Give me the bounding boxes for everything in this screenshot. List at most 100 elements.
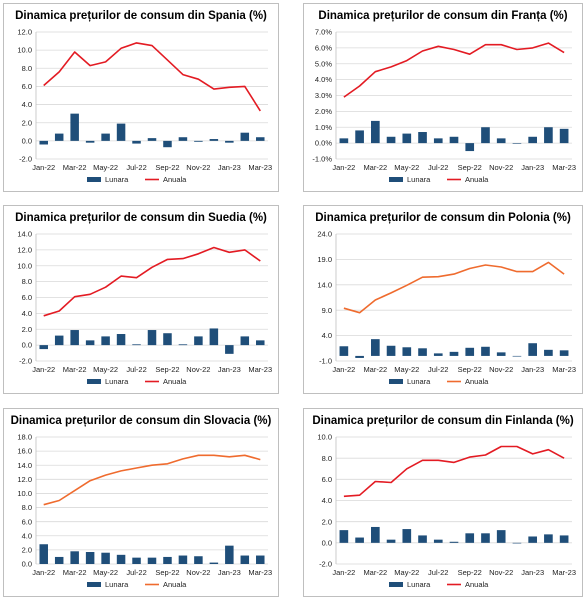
x-tick-label: Sep-22	[155, 365, 179, 374]
bar	[163, 556, 172, 564]
legend-label: Anuala	[465, 377, 489, 386]
x-tick-label: Mar-23	[248, 163, 272, 172]
x-tick-label: May-22	[394, 365, 419, 374]
bar	[225, 140, 234, 143]
x-tick-label: Jan-22	[32, 568, 55, 577]
bar	[116, 123, 126, 141]
x-tick-label: Jan-22	[332, 365, 355, 374]
y-tick-label: 6.0	[22, 293, 32, 302]
x-tick-label: May-22	[93, 568, 118, 577]
x-tick-label: May-22	[93, 163, 118, 172]
bar	[54, 335, 64, 346]
series-line	[343, 445, 565, 498]
bar	[512, 542, 522, 544]
y-tick-label: 2.0%	[315, 107, 332, 116]
x-tick-label: Nov-22	[489, 568, 513, 577]
x-tick-label: Mar-22	[363, 365, 387, 374]
y-tick-label: 4.0	[322, 331, 332, 340]
chart-title: Dinamica prețurilor de consum din Suedia…	[15, 212, 267, 224]
bar	[225, 345, 234, 354]
y-tick-label: 4.0	[322, 496, 332, 505]
y-tick-label: 4.0	[22, 531, 32, 540]
bar	[70, 551, 79, 564]
bar	[132, 140, 141, 144]
y-tick-label: -1.0%	[312, 155, 332, 164]
bar	[209, 328, 219, 346]
y-tick-label: 24.0	[317, 230, 332, 239]
x-tick-label: Jul-22	[126, 365, 146, 374]
legend-swatch-bar	[389, 379, 403, 384]
bar	[101, 336, 110, 346]
legend-swatch-bar	[389, 177, 403, 182]
x-tick-label: Jan-22	[332, 163, 355, 172]
bar	[386, 345, 396, 356]
bar	[496, 138, 506, 144]
bar	[418, 132, 427, 144]
x-tick-label: Nov-22	[489, 163, 513, 172]
bar	[449, 136, 459, 144]
bar	[85, 340, 95, 346]
x-tick-label: Jul-22	[126, 163, 146, 172]
x-tick-label: Nov-22	[489, 365, 513, 374]
bar	[132, 344, 141, 346]
y-tick-label: 0.0%	[315, 139, 332, 148]
bar	[528, 136, 537, 144]
bar	[355, 130, 364, 144]
y-tick-label: 4.0	[22, 309, 32, 318]
legend-label: Anuala	[465, 580, 489, 589]
bar	[559, 535, 569, 543]
x-tick-label: Mar-22	[63, 365, 87, 374]
chart-svg-spania: Dinamica prețurilor de consum din Spania…	[15, 10, 272, 184]
y-tick-label: -2.0	[319, 560, 332, 569]
x-tick-label: Nov-22	[186, 568, 210, 577]
bar	[178, 555, 188, 564]
bar	[256, 340, 265, 346]
bar	[85, 140, 95, 143]
y-tick-label: 5.0%	[315, 59, 332, 68]
bar	[225, 545, 234, 564]
y-tick-label: -1.0	[319, 357, 332, 366]
bar	[240, 555, 250, 564]
x-tick-label: May-22	[394, 568, 419, 577]
chart-title: Dinamica prețurilor de consum din Franța…	[318, 10, 567, 22]
y-tick-label: 14.0	[17, 230, 32, 239]
bar	[209, 562, 219, 564]
chart-panel-finlanda: Dinamica prețurilor de consum din Finlan…	[303, 408, 583, 597]
legend-swatch-bar	[87, 379, 101, 384]
x-tick-label: Jan-23	[521, 163, 544, 172]
bar	[178, 344, 188, 346]
x-tick-label: Mar-23	[552, 568, 576, 577]
x-tick-label: Sep-22	[155, 163, 179, 172]
bar	[39, 345, 48, 350]
series-line	[43, 42, 261, 112]
x-tick-label: Mar-23	[248, 365, 272, 374]
bar	[163, 140, 172, 148]
y-tick-label: 8.0	[22, 503, 32, 512]
x-tick-label: Sep-22	[458, 568, 482, 577]
bar	[39, 544, 48, 564]
y-tick-label: 10.0	[17, 489, 32, 498]
legend-swatch-bar	[389, 582, 403, 587]
y-tick-label: 2.0	[22, 325, 32, 334]
y-tick-label: -2.0	[19, 357, 32, 366]
x-tick-label: Jul-22	[126, 568, 146, 577]
bar	[339, 138, 349, 144]
series-line	[43, 454, 261, 506]
bar	[559, 128, 569, 144]
series-line	[343, 261, 565, 314]
legend-label: Anuala	[163, 377, 187, 386]
y-tick-label: 19.0	[317, 255, 332, 264]
bar	[101, 552, 110, 564]
y-tick-label: 0.0	[22, 341, 32, 350]
bar	[147, 330, 157, 346]
x-tick-label: Mar-22	[63, 163, 87, 172]
legend-label: Lunara	[105, 377, 129, 386]
bar	[512, 355, 522, 357]
bar	[194, 140, 203, 142]
x-tick-label: Jan-23	[218, 163, 241, 172]
legend-label: Lunara	[407, 175, 431, 184]
bar	[178, 137, 188, 141]
x-tick-label: Sep-22	[458, 365, 482, 374]
y-tick-label: 6.0%	[315, 43, 332, 52]
bar	[256, 137, 265, 141]
